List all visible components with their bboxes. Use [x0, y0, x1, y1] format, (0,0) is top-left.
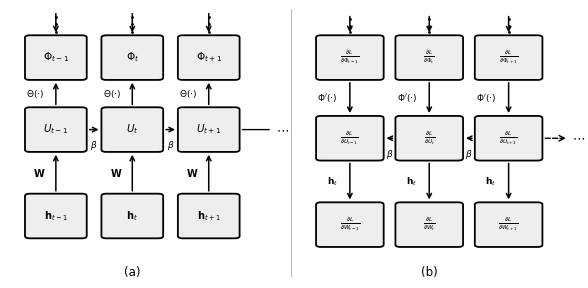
Text: $\mathit{\Phi}'(\cdot)$: $\mathit{\Phi}'(\cdot)$: [397, 92, 417, 104]
FancyBboxPatch shape: [395, 35, 463, 80]
Text: $\frac{\partial L}{\partial \Phi_t}$: $\frac{\partial L}{\partial \Phi_t}$: [423, 49, 435, 66]
FancyBboxPatch shape: [102, 107, 163, 152]
FancyBboxPatch shape: [395, 116, 463, 161]
Text: $\mathit{\Theta}(\cdot)$: $\mathit{\Theta}(\cdot)$: [26, 88, 44, 100]
Text: $\beta$: $\beta$: [167, 139, 174, 152]
Text: $U_{t-1}$: $U_{t-1}$: [43, 123, 69, 137]
Text: $\mathbf{W}$: $\mathbf{W}$: [33, 167, 46, 179]
Text: $\Phi_{t+1}$: $\Phi_{t+1}$: [196, 51, 222, 65]
Text: $\mathbf{h}_{t-1}$: $\mathbf{h}_{t-1}$: [44, 209, 68, 223]
FancyBboxPatch shape: [25, 107, 86, 152]
Text: $\frac{\partial L}{\partial U_{t-1}}$: $\frac{\partial L}{\partial U_{t-1}}$: [340, 130, 359, 147]
Text: $\mathbf{W}$: $\mathbf{W}$: [109, 167, 122, 179]
Text: $\mathit{\Phi}'(\cdot)$: $\mathit{\Phi}'(\cdot)$: [476, 92, 496, 104]
FancyBboxPatch shape: [178, 35, 240, 80]
Text: $\mathbf{W}$: $\mathbf{W}$: [186, 167, 199, 179]
Text: $\beta$: $\beta$: [465, 147, 473, 161]
FancyBboxPatch shape: [102, 35, 163, 80]
Text: $U_{t+1}$: $U_{t+1}$: [196, 123, 222, 137]
Text: $\frac{\partial L}{\partial W_{t+1}}$: $\frac{\partial L}{\partial W_{t+1}}$: [499, 216, 519, 233]
FancyBboxPatch shape: [102, 194, 163, 238]
FancyBboxPatch shape: [25, 35, 86, 80]
Text: (b): (b): [421, 266, 437, 279]
Text: $\cdots$: $\cdots$: [276, 123, 289, 136]
Text: $\frac{\partial L}{\partial \Phi_{t+1}}$: $\frac{\partial L}{\partial \Phi_{t+1}}$: [499, 49, 518, 66]
Text: $\beta$: $\beta$: [386, 147, 393, 161]
Text: $\cdots$: $\cdots$: [572, 132, 585, 145]
Text: $\mathit{\Theta}(\cdot)$: $\mathit{\Theta}(\cdot)$: [179, 88, 197, 100]
Text: $U_t$: $U_t$: [126, 123, 139, 137]
Text: $\frac{\partial L}{\partial U_t}$: $\frac{\partial L}{\partial U_t}$: [424, 130, 435, 147]
Text: $\frac{\partial L}{\partial W_t}$: $\frac{\partial L}{\partial W_t}$: [423, 216, 436, 233]
FancyBboxPatch shape: [316, 116, 383, 161]
FancyBboxPatch shape: [475, 116, 542, 161]
Text: $\mathit{\Theta}(\cdot)$: $\mathit{\Theta}(\cdot)$: [103, 88, 121, 100]
FancyBboxPatch shape: [475, 202, 542, 247]
Text: $\mathbf{h}_t$: $\mathbf{h}_t$: [326, 175, 338, 188]
Text: $\mathbf{h}_t$: $\mathbf{h}_t$: [406, 175, 417, 188]
Text: $\mathbf{h}_{t+1}$: $\mathbf{h}_{t+1}$: [197, 209, 220, 223]
Text: (a): (a): [124, 266, 141, 279]
Text: $\Phi_{t-1}$: $\Phi_{t-1}$: [43, 51, 69, 65]
Text: $\mathit{\Phi}'(\cdot)$: $\mathit{\Phi}'(\cdot)$: [318, 92, 338, 104]
FancyBboxPatch shape: [316, 35, 383, 80]
Text: $\mathbf{h}_t$: $\mathbf{h}_t$: [126, 209, 138, 223]
Text: $\frac{\partial L}{\partial \Phi_{t-1}}$: $\frac{\partial L}{\partial \Phi_{t-1}}$: [340, 49, 359, 66]
FancyBboxPatch shape: [395, 202, 463, 247]
FancyBboxPatch shape: [475, 35, 542, 80]
Text: $\Phi_t$: $\Phi_t$: [126, 51, 139, 65]
Text: $\beta$: $\beta$: [91, 139, 98, 152]
Text: $\frac{\partial L}{\partial U_{t+1}}$: $\frac{\partial L}{\partial U_{t+1}}$: [499, 130, 518, 147]
FancyBboxPatch shape: [25, 194, 86, 238]
FancyBboxPatch shape: [316, 202, 383, 247]
FancyBboxPatch shape: [178, 194, 240, 238]
FancyBboxPatch shape: [178, 107, 240, 152]
Text: $\frac{\partial L}{\partial W_{t-1}}$: $\frac{\partial L}{\partial W_{t-1}}$: [340, 216, 360, 233]
Text: $\mathbf{h}_t$: $\mathbf{h}_t$: [485, 175, 497, 188]
